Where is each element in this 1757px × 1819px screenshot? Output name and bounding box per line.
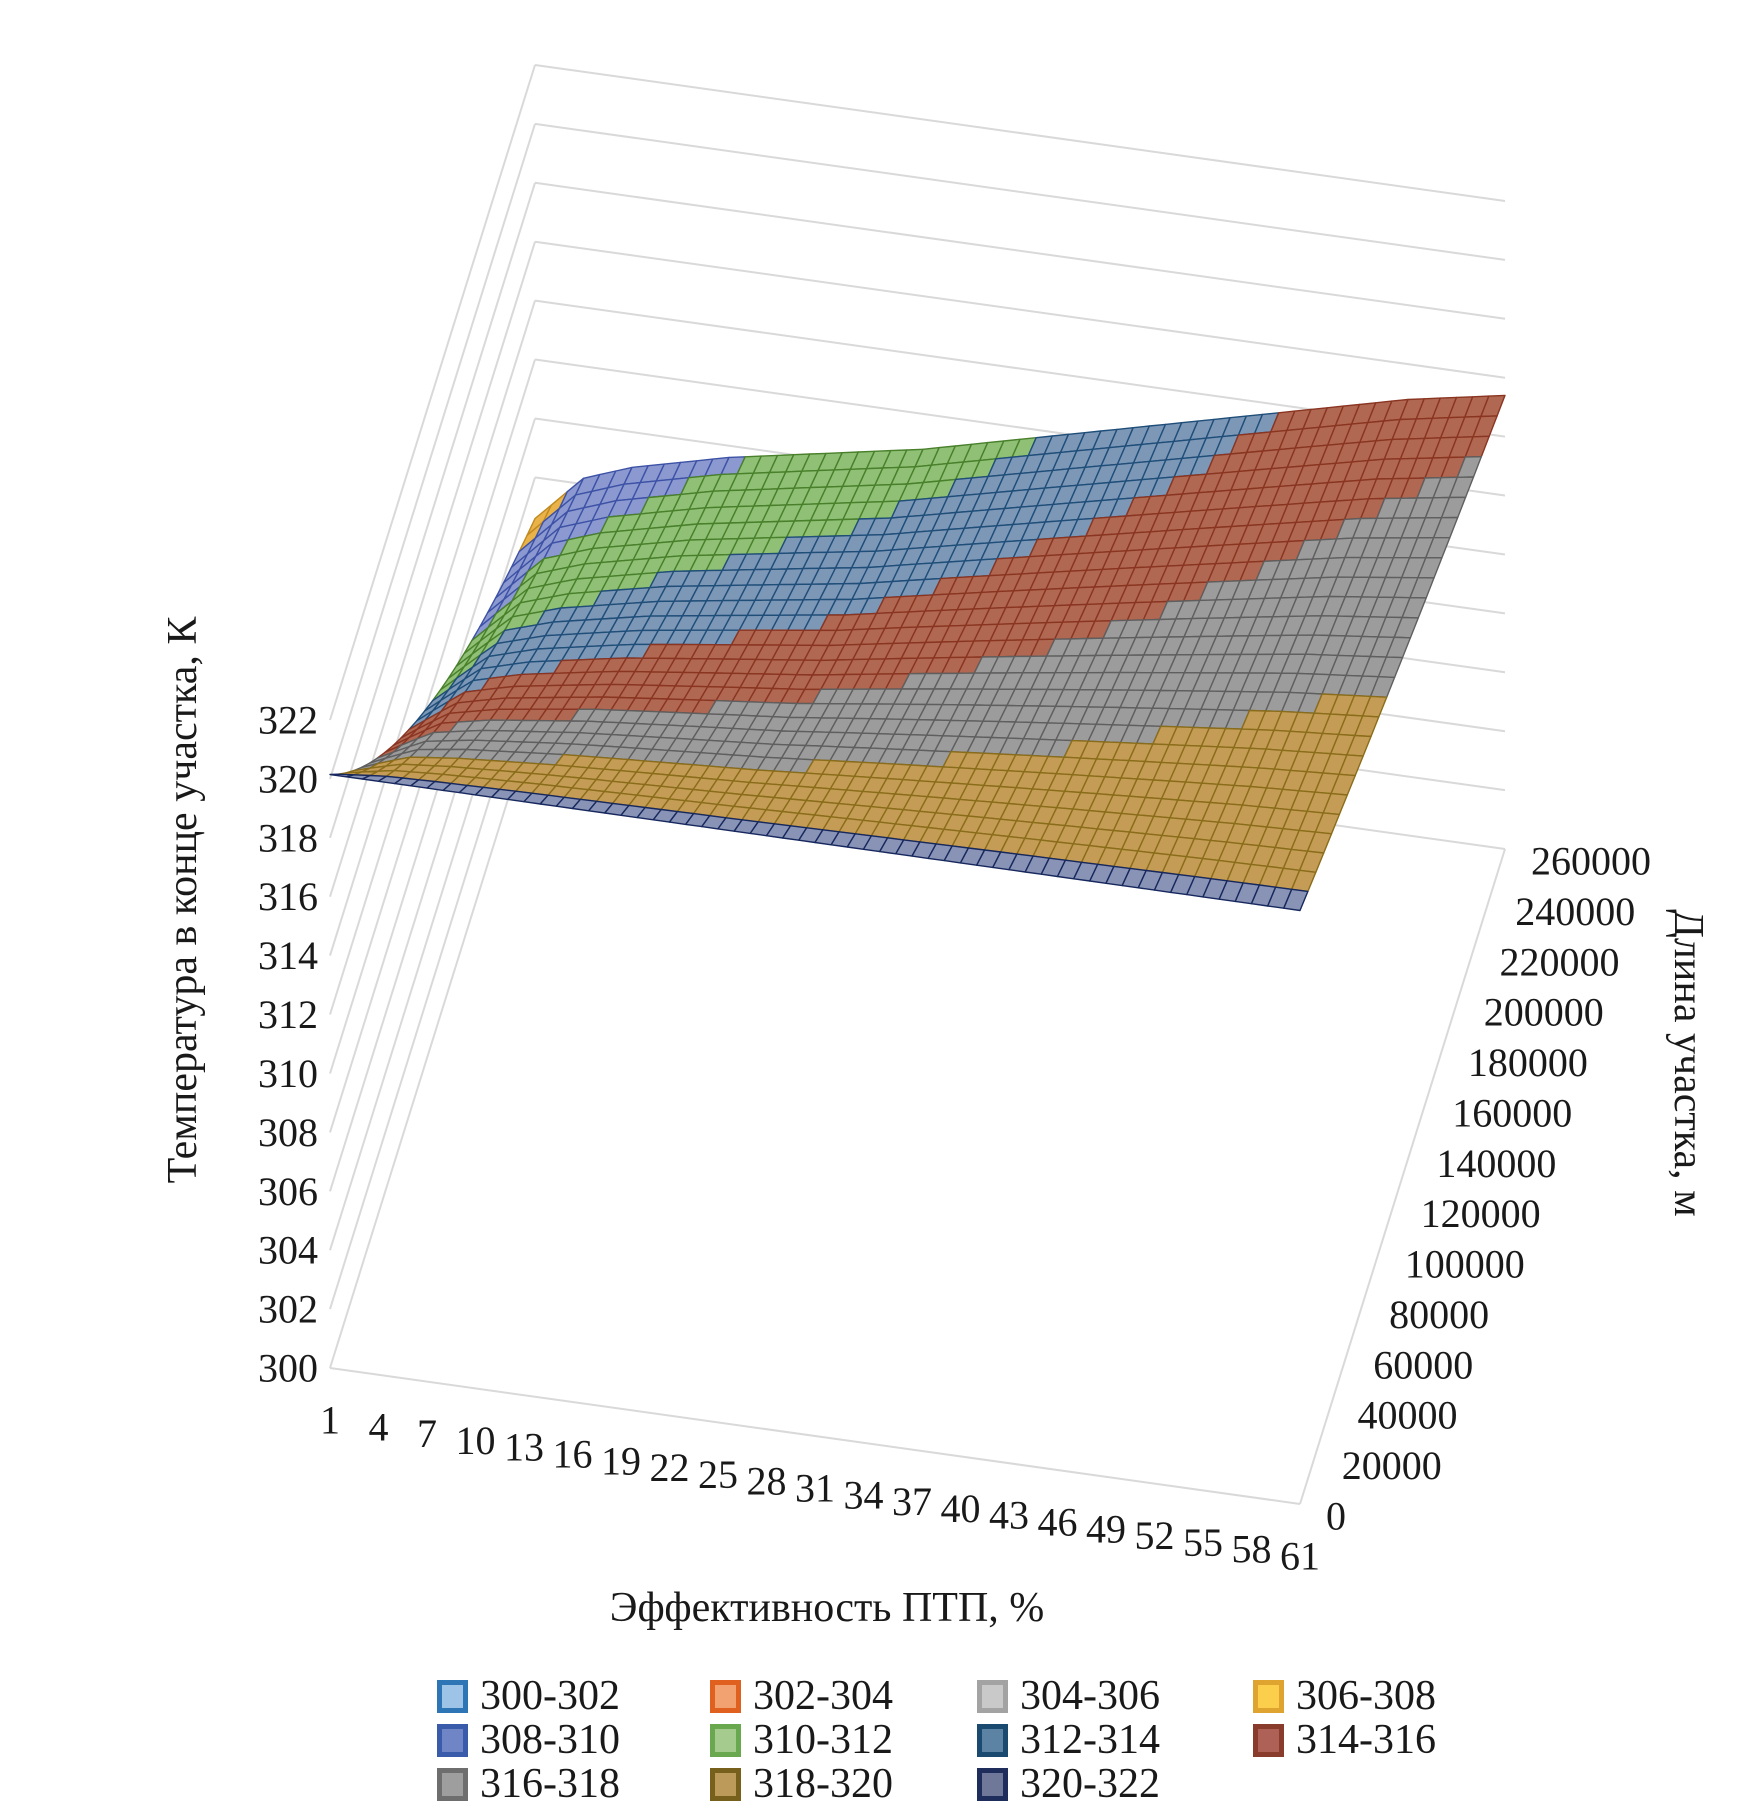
x-axis-tick-label: 52	[1135, 1513, 1175, 1558]
depth-axis-tick-label: 180000	[1468, 1040, 1588, 1085]
left-wall-gridline	[329, 359, 536, 1015]
value-axis-tick-label: 310	[258, 1051, 318, 1096]
value-axis-tick-label: 306	[258, 1169, 318, 1214]
x-axis-tick-label: 16	[553, 1432, 593, 1477]
x-axis-tick-label: 25	[698, 1452, 738, 1497]
left-wall-gridline	[329, 712, 536, 1369]
depth-axis-tick-label: 240000	[1515, 889, 1635, 934]
x-axis-tick-label: 37	[892, 1479, 932, 1524]
value-axis-title: Температура в конце участка, К	[160, 616, 206, 1184]
value-axis-tick-label: 304	[258, 1228, 318, 1273]
left-wall-gridline	[329, 64, 536, 721]
depth-axis-title: Длина участка, м	[1665, 909, 1711, 1217]
value-axis-tick-label: 316	[258, 874, 318, 919]
x-axis-tick-label: 19	[601, 1438, 641, 1483]
floor-front-edge	[329, 1367, 1301, 1505]
left-wall-gridline	[329, 123, 536, 780]
depth-axis-tick-label: 120000	[1421, 1191, 1541, 1236]
depth-axis-tick-label: 80000	[1389, 1292, 1489, 1337]
value-axis-tick-label: 322	[258, 698, 318, 743]
value-axis-tick-label: 308	[258, 1110, 318, 1155]
depth-axis-tick-label: 160000	[1452, 1090, 1572, 1135]
value-axis-tick-label: 314	[258, 933, 318, 978]
x-axis-tick-label: 13	[504, 1425, 544, 1470]
value-axis-tick-label: 318	[258, 815, 318, 860]
x-axis-tick-label: 10	[456, 1418, 496, 1463]
back-wall-gridline	[534, 64, 1506, 202]
value-axis-tick-label: 300	[258, 1346, 318, 1391]
depth-axis-tick-label: 140000	[1436, 1141, 1556, 1186]
x-axis-tick-label: 4	[369, 1404, 389, 1449]
floor-right-edge	[1299, 848, 1506, 1505]
value-axis-tick-label: 302	[258, 1287, 318, 1332]
depth-axis-tick-label: 60000	[1373, 1342, 1473, 1387]
x-axis-tick-label: 22	[650, 1445, 690, 1490]
x-axis-tick-label: 1	[320, 1398, 340, 1443]
surface-cell	[1283, 888, 1309, 912]
back-wall-gridline	[534, 122, 1506, 261]
depth-axis-tick-label: 20000	[1342, 1443, 1442, 1488]
surface-mesh	[329, 394, 1506, 912]
x-axis-tick-label: 40	[941, 1486, 981, 1531]
x-axis-tick-label: 28	[747, 1459, 787, 1504]
x-axis-tick-label: 46	[1038, 1500, 1078, 1545]
left-wall-gridline	[329, 182, 536, 839]
x-axis-tick-label: 34	[844, 1472, 884, 1517]
x-axis-title: Эффективность ПТП, %	[609, 1585, 1045, 1631]
left-wall-gridline	[329, 241, 536, 897]
left-wall-gridline	[329, 300, 536, 956]
depth-axis-tick-label: 260000	[1531, 839, 1651, 884]
depth-axis-tick-label: 100000	[1405, 1242, 1525, 1287]
depth-axis-tick-label: 40000	[1358, 1393, 1458, 1438]
left-wall-gridline	[329, 477, 536, 1133]
depth-axis-tick-label: 220000	[1500, 939, 1620, 984]
depth-axis-tick-label: 200000	[1484, 990, 1604, 1035]
back-wall-gridline	[534, 181, 1506, 320]
x-axis-tick-label: 58	[1232, 1527, 1272, 1572]
x-axis-tick-label: 61	[1280, 1534, 1320, 1579]
x-axis-tick-label: 31	[795, 1466, 835, 1511]
x-axis-tick-label: 49	[1086, 1506, 1126, 1551]
depth-axis-tick-label: 0	[1326, 1494, 1346, 1539]
x-axis-tick-label: 55	[1183, 1520, 1223, 1565]
x-axis-tick-label: 7	[417, 1411, 437, 1456]
value-axis-tick-label: 312	[258, 992, 318, 1037]
value-axis-tick-label: 320	[258, 756, 318, 801]
back-wall-gridline	[534, 240, 1506, 379]
x-axis-tick-label: 43	[989, 1493, 1029, 1538]
